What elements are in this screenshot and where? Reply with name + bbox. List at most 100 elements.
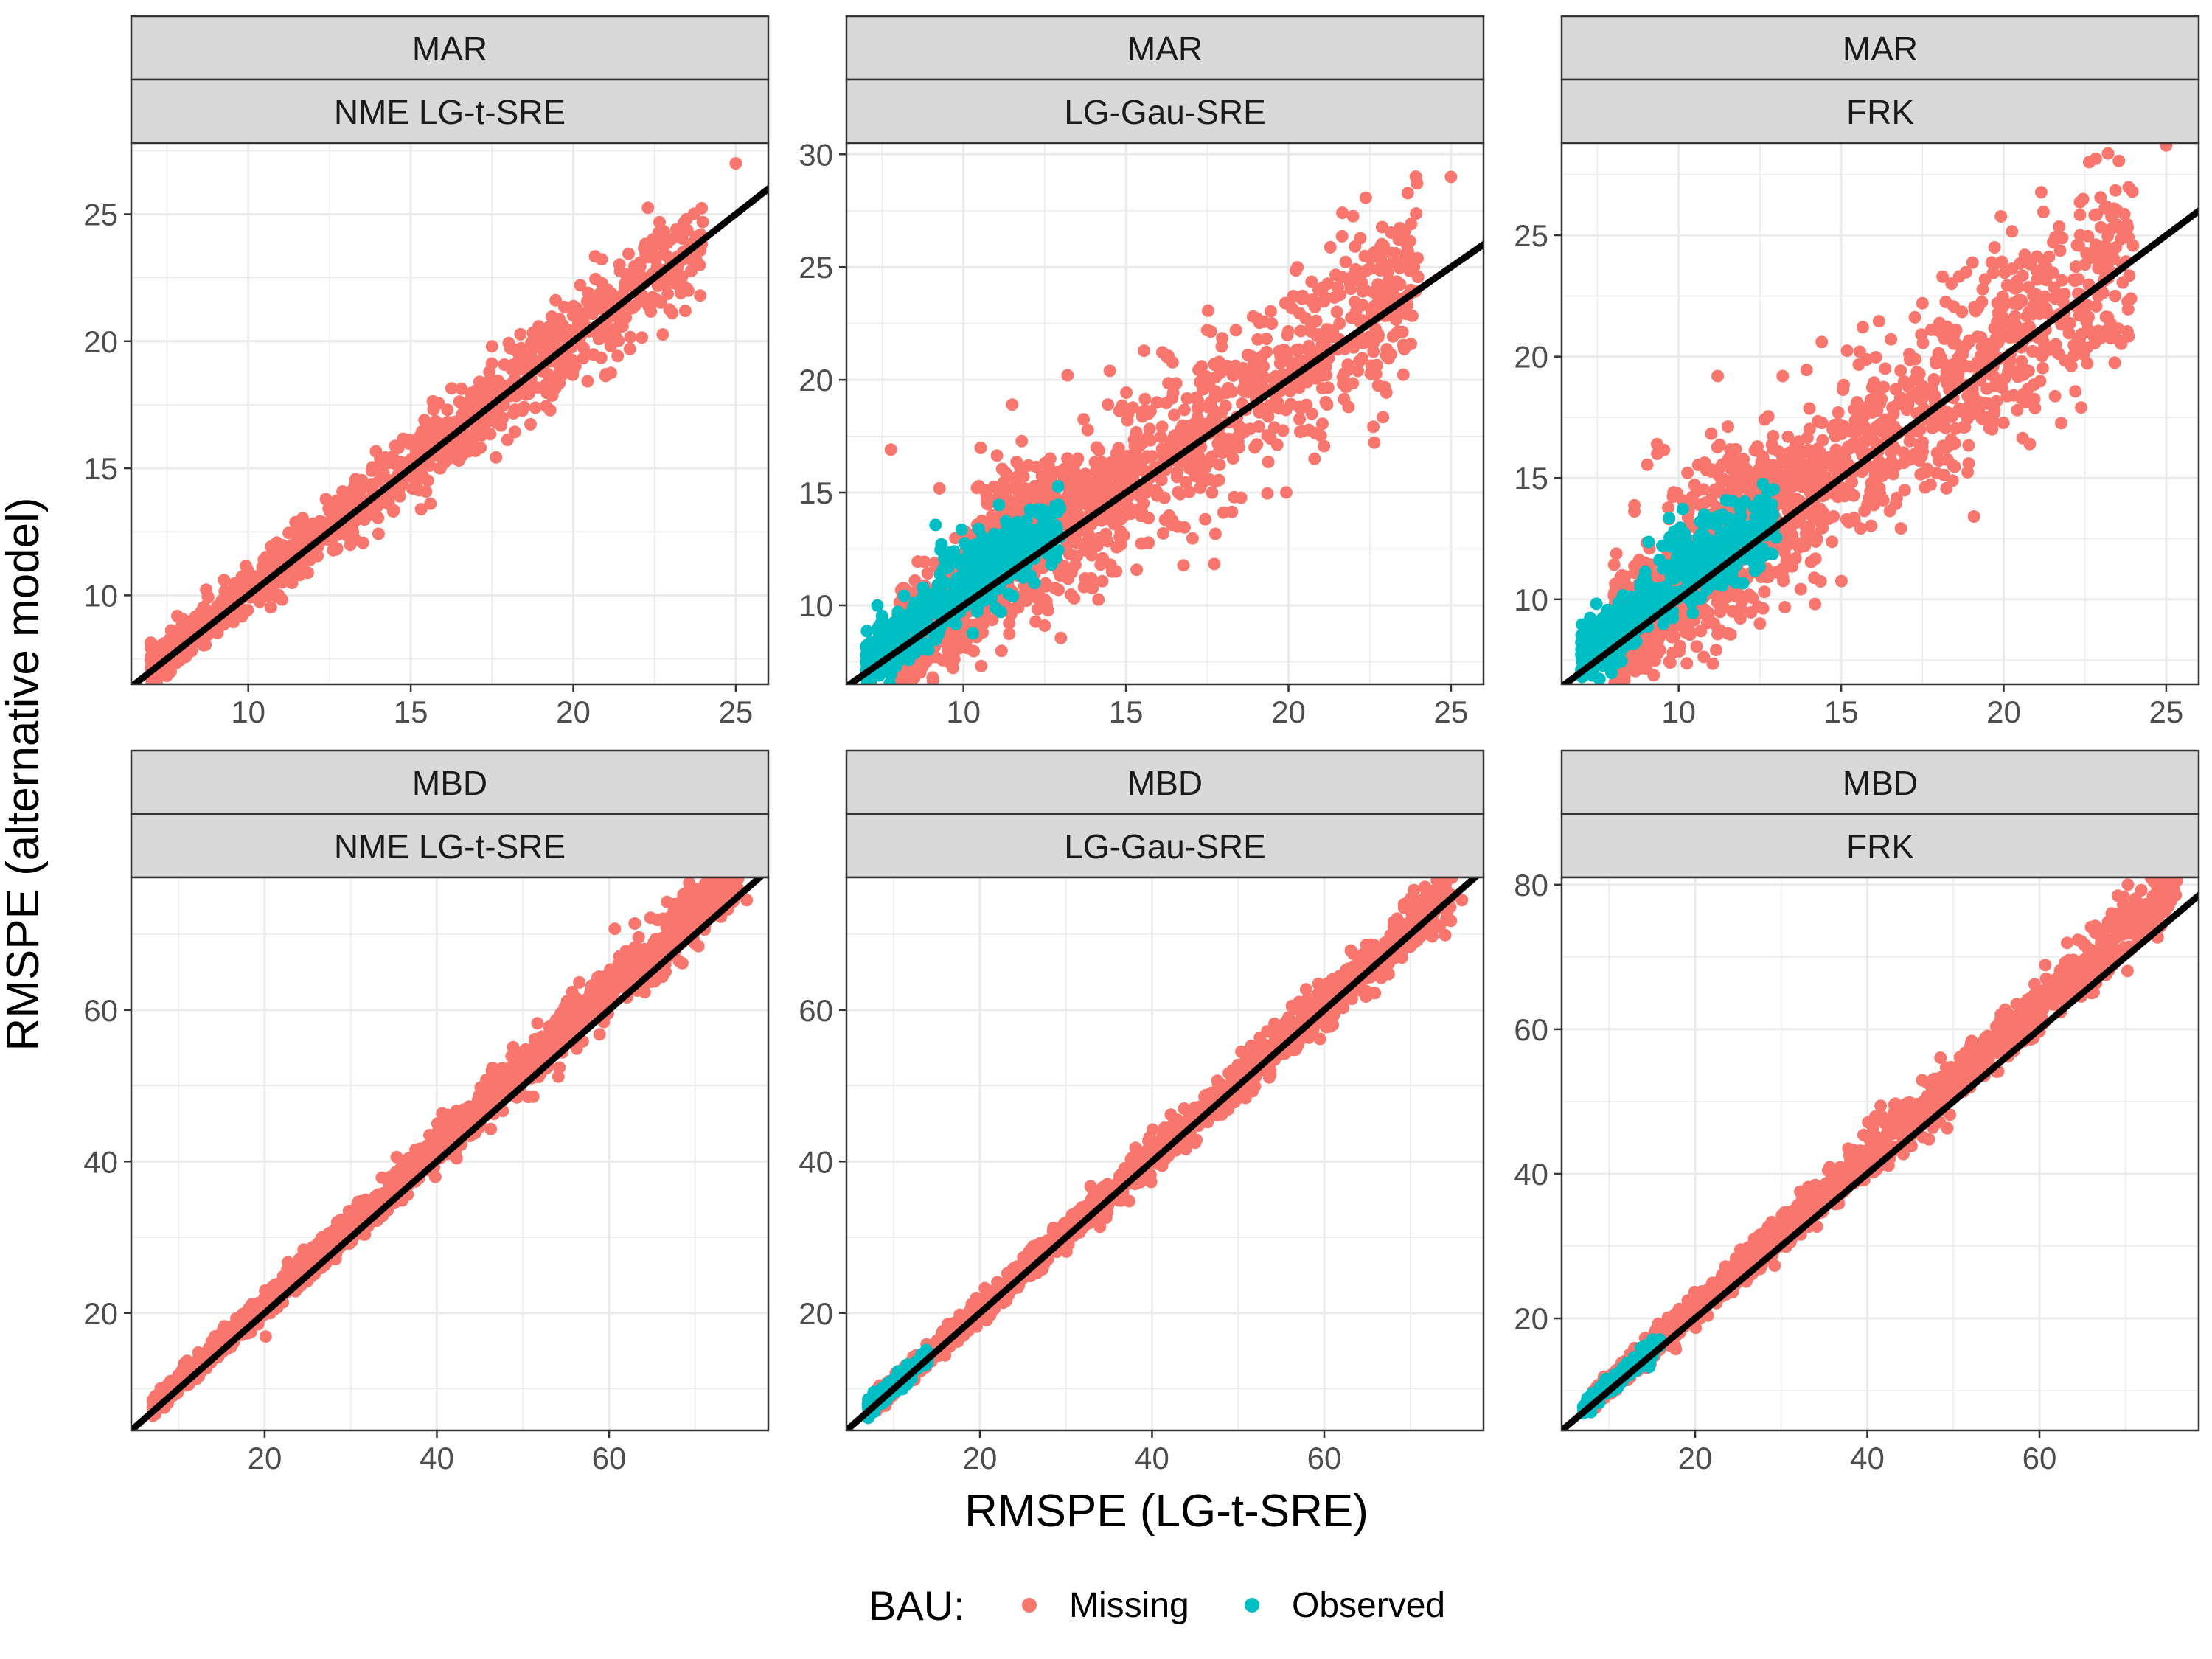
point-missing [1093, 444, 1106, 457]
point-missing [215, 597, 229, 610]
y-tick-label: 10 [799, 588, 833, 623]
point-missing [1160, 397, 1173, 410]
point-missing [1310, 314, 1323, 327]
point-missing [276, 548, 289, 561]
point-missing [1932, 347, 1945, 360]
point-missing [1011, 470, 1024, 483]
point-missing [455, 382, 468, 395]
point-missing [1265, 317, 1279, 330]
point-missing [349, 495, 362, 508]
point-missing [1335, 229, 1349, 243]
point-missing [264, 601, 277, 614]
point-observed [940, 548, 953, 561]
point-missing [540, 400, 553, 413]
point-missing [1891, 491, 1903, 504]
point-missing [2011, 298, 2024, 311]
point-missing [509, 389, 523, 403]
point-missing [1316, 382, 1329, 395]
strip-row-label: MAR [1843, 29, 1918, 68]
point-missing [2034, 186, 2048, 199]
point-missing [1241, 348, 1254, 361]
point-missing [459, 444, 471, 457]
point-missing [1141, 431, 1154, 445]
point-missing [1225, 505, 1239, 518]
point-missing [1004, 495, 1017, 508]
point-missing [1374, 240, 1387, 254]
x-tick-label: 10 [946, 695, 981, 729]
strip-row-label: MAR [412, 29, 487, 68]
point-missing [658, 248, 671, 260]
point-missing [1939, 371, 1952, 383]
point-missing [611, 349, 625, 363]
point-observed [1027, 540, 1040, 553]
point-missing [169, 630, 182, 643]
point-missing [681, 284, 695, 297]
point-missing [1832, 490, 1845, 504]
point-missing [1358, 283, 1371, 296]
point-missing [1947, 358, 1960, 371]
point-missing [412, 431, 425, 444]
point-missing [2028, 392, 2041, 406]
point-missing [1714, 605, 1727, 619]
point-missing [1937, 420, 1950, 434]
strip-col [1560, 78, 2200, 145]
point-observed [922, 643, 935, 656]
point-missing [595, 253, 608, 266]
point-missing [1746, 467, 1759, 480]
point-missing [1848, 403, 1861, 416]
point-missing [1911, 373, 1924, 386]
point-missing [473, 382, 486, 395]
point-missing [1961, 465, 1975, 479]
point-missing [508, 425, 521, 439]
point-missing [1293, 307, 1306, 320]
point-missing [577, 352, 590, 365]
point-missing [685, 265, 698, 277]
point-missing [1697, 650, 1711, 664]
point-missing [1246, 310, 1259, 323]
point-missing [2036, 361, 2049, 375]
point-missing [1865, 493, 1878, 506]
point-missing [1214, 431, 1227, 444]
point-missing [1347, 341, 1360, 354]
point-missing [1338, 392, 1351, 406]
point-missing [1410, 207, 1423, 220]
point-missing [197, 600, 210, 613]
point-missing [2006, 322, 2020, 335]
point-missing [1708, 617, 1721, 630]
point-observed [997, 547, 1010, 560]
point-missing [335, 494, 348, 507]
point-missing [225, 613, 238, 627]
point-missing [2073, 309, 2086, 322]
reference-line [131, 184, 768, 684]
point-missing [1809, 597, 1822, 611]
point-missing [1168, 429, 1181, 442]
point-missing [1127, 434, 1141, 447]
point-missing [1885, 445, 1898, 459]
point-missing [2112, 322, 2125, 335]
strip-row [845, 15, 1485, 81]
point-missing [1293, 381, 1306, 394]
x-tick-label: 20 [1271, 695, 1306, 729]
point-missing-outlier [648, 238, 661, 251]
point-missing [1938, 468, 1950, 481]
strip-row [130, 15, 770, 81]
point-missing [1329, 268, 1342, 282]
point-missing [2108, 356, 2121, 369]
point-observed [1590, 597, 1603, 611]
point-missing [291, 530, 304, 543]
point-missing [1826, 535, 1839, 549]
point-missing [418, 414, 431, 427]
point-missing [1778, 601, 1792, 613]
point-missing [1683, 628, 1697, 641]
point-missing [1296, 425, 1310, 438]
point-missing [2018, 322, 2031, 335]
point-observed [1719, 493, 1733, 507]
point-missing [1324, 240, 1337, 254]
point-missing [593, 299, 606, 312]
point-missing [372, 527, 385, 540]
point-missing [1121, 414, 1134, 427]
point-observed [879, 643, 892, 656]
point-observed [1686, 607, 1700, 619]
point-missing [1352, 364, 1365, 378]
point-missing [973, 480, 986, 493]
